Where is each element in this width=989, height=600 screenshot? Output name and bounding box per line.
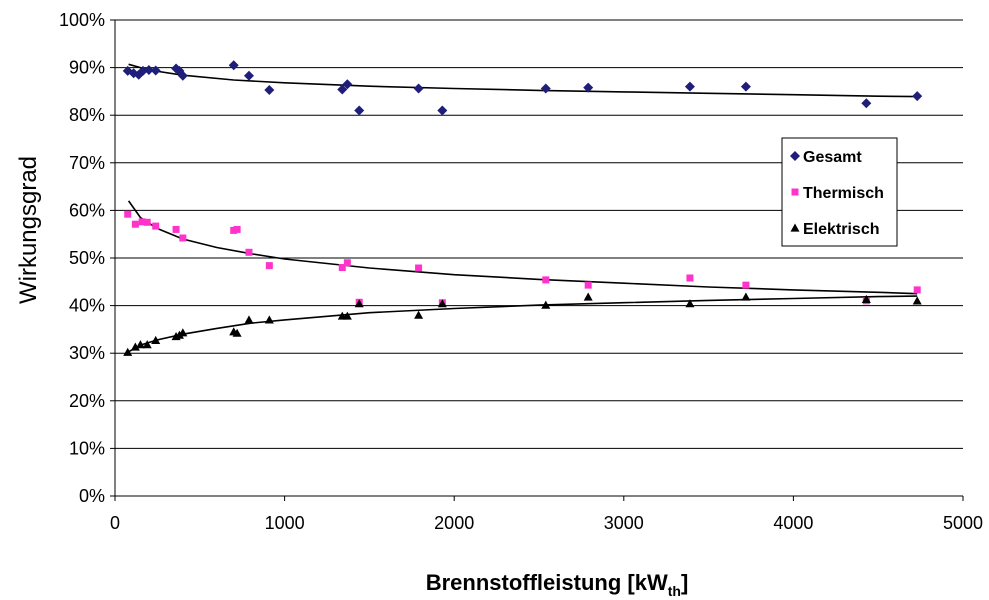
axes (110, 19, 964, 501)
data-point-elektrisch (130, 342, 140, 351)
data-point-gesamt (437, 105, 448, 116)
data-point-elektrisch (414, 310, 424, 319)
data-points (122, 60, 923, 356)
y-tick-label: 20% (69, 391, 105, 411)
data-point-thermisch (124, 210, 132, 218)
data-point-gesamt (228, 60, 239, 71)
data-point-thermisch (152, 222, 160, 230)
legend-item-thermisch: Thermisch (791, 185, 884, 202)
y-tick-label: 30% (69, 343, 105, 363)
x-tick-label: 3000 (604, 513, 644, 533)
data-point-elektrisch (342, 311, 352, 320)
x-tick-label: 5000 (943, 513, 983, 533)
x-axis-label-subscript: th (668, 583, 681, 599)
x-tick-labels: 0 1000 2000 3000 4000 5000 (110, 513, 983, 533)
legend-item-gesamt: Gesamt (790, 149, 862, 166)
data-point-gesamt (354, 105, 365, 116)
y-tick-label: 10% (69, 438, 105, 458)
legend-marker-gesamt (790, 151, 800, 161)
data-point-thermisch (913, 286, 921, 294)
x-axis-label-main: Brennstoffleistung [kW (426, 570, 668, 595)
data-point-elektrisch (264, 315, 274, 324)
x-tick-label: 2000 (434, 513, 474, 533)
legend-label-thermisch: Thermisch (803, 185, 884, 202)
trendline-elektrisch (128, 295, 918, 353)
data-point-elektrisch (685, 299, 695, 308)
data-point-thermisch (343, 259, 351, 267)
legend: Gesamt Thermisch Elektrisch (781, 137, 898, 247)
data-point-elektrisch (437, 299, 447, 308)
data-point-gesamt (583, 82, 594, 93)
legend-label-elektrisch: Elektrisch (803, 221, 879, 238)
data-point-gesamt (740, 81, 751, 92)
x-tick-label: 1000 (265, 513, 305, 533)
data-point-gesamt (143, 64, 154, 75)
legend-label-gesamt: Gesamt (803, 149, 862, 166)
y-tick-label: 70% (69, 153, 105, 173)
data-point-thermisch (338, 264, 346, 272)
data-point-gesamt (342, 79, 353, 90)
y-axis-label: Wirkungsgrad (15, 156, 42, 304)
legend-item-elektrisch: Elektrisch (790, 221, 879, 238)
y-tick-label: 0% (79, 486, 105, 506)
y-tick-label: 60% (69, 200, 105, 220)
data-point-gesamt (912, 91, 923, 102)
data-point-thermisch (742, 281, 750, 289)
legend-marker-elektrisch (790, 223, 800, 232)
data-point-thermisch (233, 225, 241, 233)
data-point-elektrisch (142, 340, 152, 349)
data-point-elektrisch (861, 294, 871, 304)
x-axis-label-end: ] (681, 570, 688, 595)
data-point-elektrisch (541, 300, 551, 309)
data-point-elektrisch (232, 328, 242, 337)
data-point-thermisch (686, 274, 694, 282)
data-point-gesamt (684, 81, 695, 92)
y-tick-label: 50% (69, 248, 105, 268)
data-point-thermisch (415, 264, 423, 272)
data-point-elektrisch (354, 299, 364, 308)
data-point-elektrisch (123, 347, 133, 356)
data-point-thermisch (138, 218, 146, 226)
y-tick-labels: 0% 10% 20% 30% 40% 50% 60% 70% 80% 90% 100% (59, 10, 105, 506)
data-point-elektrisch (178, 328, 188, 337)
x-tick-label: 4000 (773, 513, 813, 533)
data-point-gesamt (413, 83, 424, 94)
data-point-gesamt (337, 84, 348, 95)
data-point-thermisch (172, 225, 180, 233)
x-axis-label: Brennstoffleistung [kWth] (426, 570, 689, 599)
data-point-gesamt (243, 70, 254, 81)
legend-box (781, 137, 898, 247)
data-point-elektrisch (135, 340, 145, 349)
data-point-elektrisch (741, 292, 751, 301)
data-point-thermisch (179, 234, 187, 242)
data-point-gesamt (540, 83, 551, 94)
data-point-thermisch (265, 262, 273, 270)
y-tick-label: 80% (69, 105, 105, 125)
data-point-elektrisch (151, 335, 161, 344)
y-tick-label: 90% (69, 58, 105, 78)
data-point-thermisch (542, 276, 550, 284)
legend-marker-thermisch (791, 188, 799, 196)
data-point-gesamt (177, 70, 188, 81)
data-point-elektrisch (583, 292, 593, 301)
data-point-gesamt (150, 65, 161, 76)
grid-lines (115, 19, 963, 497)
y-tick-label: 100% (59, 10, 105, 30)
data-point-elektrisch (912, 296, 922, 305)
data-point-thermisch (131, 220, 139, 228)
trendline-gesamt (128, 63, 918, 98)
data-point-gesamt (264, 84, 275, 95)
trendline-thermisch (127, 200, 918, 295)
data-point-thermisch (245, 248, 253, 256)
data-point-elektrisch (244, 315, 254, 324)
x-tick-label: 0 (110, 513, 120, 533)
data-point-thermisch (143, 218, 151, 226)
data-point-gesamt (861, 98, 872, 109)
data-point-thermisch (584, 281, 592, 289)
y-tick-label: 40% (69, 296, 105, 316)
